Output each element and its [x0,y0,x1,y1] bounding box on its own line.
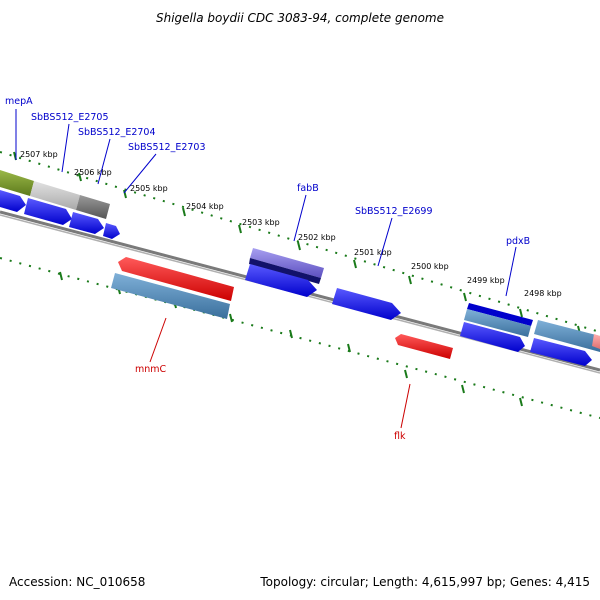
forward-cds-track [0,190,592,366]
label-leaders [15,109,517,429]
leader-SbBS512_E2705 [61,123,70,173]
map-title: Shigella boydii CDC 3083-94, complete ge… [156,11,444,25]
gene-label-SbBS512_E2699[interactable]: SbBS512_E2699 [355,206,433,217]
gene-label-fabB[interactable]: fabB [297,183,319,194]
feature-fabB-dark[interactable] [249,258,321,284]
leader-SbBS512_E2704 [97,138,111,185]
reverse-cds-track [111,257,453,359]
tick-label-2504: 2504 kbp [186,202,224,211]
feature-pdxB-steel[interactable] [464,309,531,337]
cds-forward-pdxB[interactable] [460,322,525,352]
cds-reverse-flk[interactable] [395,334,453,359]
outer-feature-track [0,170,600,352]
cds-forward-1[interactable] [0,190,26,212]
cds-forward-SbBS512_E2699[interactable] [332,288,401,320]
gene-label-mepA[interactable]: mepA [5,96,33,107]
tick-label-2498: 2498 kbp [524,289,562,298]
feature-fabB-purple[interactable] [250,248,324,278]
tick-label-2507: 2507 kbp [20,150,58,159]
footer-topology: Topology: circular; Length: 4,615,997 bp… [259,575,590,589]
tick-label-2506: 2506 kbp [74,168,112,177]
feature-dark-grey[interactable] [76,195,110,219]
cds-forward-3[interactable] [69,212,104,234]
tick-label-2503: 2503 kbp [242,218,280,227]
gene-label-SbBS512_E2703[interactable]: SbBS512_E2703 [128,142,206,153]
tick-label-2501: 2501 kbp [354,248,392,257]
feature-olive[interactable] [0,170,34,196]
gene-label-flk[interactable]: flk [394,431,406,442]
leader-flk [400,383,411,429]
leader-SbBS512_E2703 [123,153,157,194]
tick-label-2505: 2505 kbp [130,184,168,193]
feature-mnmC-steel[interactable] [111,273,230,319]
feature-pink-right[interactable] [592,334,600,349]
cds-reverse-mnmC[interactable] [118,257,234,301]
cds-forward-right[interactable] [530,338,592,366]
leader-SbBS512_E2699 [377,217,393,267]
inner-ruler-track [0,257,600,419]
feature-pdxB-blue[interactable] [467,303,533,326]
gene-label-pdxB[interactable]: pdxB [506,236,530,247]
tick-label-2502: 2502 kbp [298,233,336,242]
gene-label-mnmC[interactable]: mnmC [135,364,167,375]
leader-mnmC [149,317,167,363]
leader-pdxB [505,246,517,297]
tick-label-2499: 2499 kbp [467,276,505,285]
gene-label-SbBS512_E2705[interactable]: SbBS512_E2705 [31,112,109,123]
cds-forward-2[interactable] [24,198,72,225]
tick-label-2500: 2500 kbp [411,262,449,271]
footer-accession: Accession: NC_010658 [9,575,145,589]
feature-grey[interactable] [30,181,80,210]
gene-label-SbBS512_E2704[interactable]: SbBS512_E2704 [78,127,156,138]
leader-fabB [293,194,307,242]
feature-steel-right[interactable] [534,320,600,352]
cds-forward-4[interactable] [103,223,120,239]
cds-forward-fabB[interactable] [245,264,317,297]
